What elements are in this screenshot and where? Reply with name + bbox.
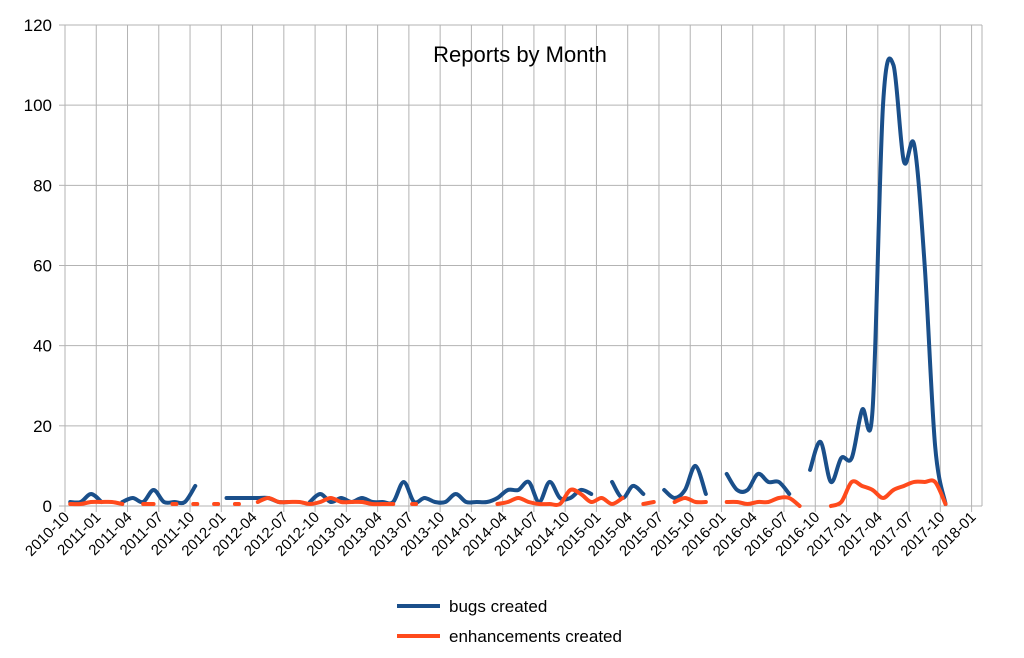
- series-line-segment: [828, 478, 948, 508]
- x-axis-ticks: 2010-102011-012011-042011-072011-102012-…: [22, 509, 980, 560]
- series-line-segment: [610, 479, 646, 500]
- legend: bugs created enhancements created: [397, 597, 622, 646]
- chart-title: Reports by Month: [433, 42, 607, 67]
- y-tick-label: 20: [33, 417, 52, 436]
- y-tick-label: 60: [33, 257, 52, 276]
- legend-label: enhancements created: [449, 627, 622, 646]
- y-tick-label: 80: [33, 176, 52, 195]
- series-bugs-created: [68, 56, 948, 506]
- series-line-segment: [68, 499, 125, 507]
- series-line-segment: [641, 499, 656, 506]
- y-tick-label: 0: [43, 497, 52, 516]
- y-tick-label: 100: [24, 96, 52, 115]
- y-tick-label: 40: [33, 337, 52, 356]
- series-line-segment: [495, 487, 625, 508]
- series-line-segment: [662, 463, 708, 500]
- series-line-segment: [808, 56, 948, 506]
- legend-label: bugs created: [449, 597, 547, 616]
- series-line-segment: [120, 483, 198, 506]
- series-line-segment: [672, 495, 708, 505]
- series-enhancements-created: [68, 478, 948, 508]
- y-tick-label: 120: [24, 16, 52, 35]
- gridlines: [59, 24, 983, 512]
- series-line-segment: [724, 495, 802, 508]
- series-lines: [68, 56, 948, 508]
- series-line-segment: [255, 495, 396, 507]
- series-line-segment: [724, 471, 792, 496]
- y-axis-ticks: 0 20 40 60 80 100 120: [24, 16, 52, 516]
